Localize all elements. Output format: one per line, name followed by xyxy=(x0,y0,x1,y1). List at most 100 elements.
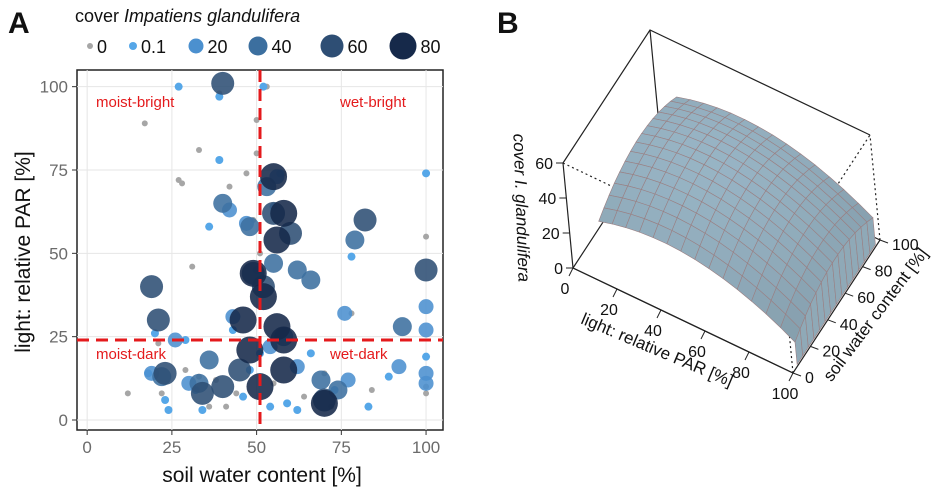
data-point xyxy=(293,406,302,414)
data-point xyxy=(243,170,250,177)
data-point xyxy=(414,258,438,282)
data-point xyxy=(141,120,148,127)
data-point xyxy=(270,199,298,227)
z3d-tick-label: 60 xyxy=(535,156,553,173)
data-point xyxy=(345,230,365,250)
legend: cover Impatiens glandulifera 0 0.1 20 40 60 8… xyxy=(75,6,441,60)
data-point xyxy=(264,253,284,273)
data-point xyxy=(229,306,257,334)
data-point xyxy=(206,403,213,410)
y3d-tick-mark xyxy=(810,345,819,350)
data-point xyxy=(353,208,377,232)
z3d-tick-label: 40 xyxy=(539,191,557,208)
legend-label: 0 xyxy=(97,37,107,57)
y-tick-label: 75 xyxy=(49,161,68,180)
data-point xyxy=(240,217,260,237)
data-point xyxy=(418,299,434,315)
data-point xyxy=(418,375,434,391)
reference-lines xyxy=(77,70,443,430)
data-point xyxy=(226,183,233,190)
data-point xyxy=(153,361,177,385)
x3d-tick-mark xyxy=(788,372,794,382)
surface-skirt xyxy=(866,217,876,254)
data-point xyxy=(179,180,186,187)
data-point xyxy=(164,406,173,414)
x3d-tick-mark xyxy=(744,351,750,361)
3d-surface xyxy=(598,96,876,366)
x3d-tick-label: 80 xyxy=(732,365,750,382)
data-point xyxy=(260,163,288,191)
data-point xyxy=(253,117,260,123)
z3d-tick-label: 0 xyxy=(554,261,563,278)
data-point xyxy=(140,275,164,299)
data-point xyxy=(124,390,131,397)
data-point xyxy=(228,358,252,382)
data-point xyxy=(182,367,189,373)
quadrant-label-moist-dark: moist-dark xyxy=(96,346,167,363)
data-point xyxy=(211,71,235,95)
data-point xyxy=(392,317,412,337)
panel-b-letter: B xyxy=(497,7,519,40)
quadrant-label-wet-bright: wet-bright xyxy=(339,94,407,111)
legend-key xyxy=(129,42,137,50)
data-point xyxy=(236,336,264,364)
legend-key xyxy=(87,43,93,49)
y3d-tick-mark xyxy=(879,239,889,244)
data-point xyxy=(161,396,170,404)
y3d-tick-label: 0 xyxy=(805,370,814,387)
data-point xyxy=(239,259,267,287)
data-point xyxy=(283,399,292,408)
x-tick-label: 25 xyxy=(162,438,181,457)
data-point xyxy=(158,390,165,397)
axis-ticks: 0 25 50 75 100 0 25 50 75 100 xyxy=(40,78,441,457)
y3d-tick-label: 80 xyxy=(875,264,893,281)
data-point xyxy=(391,359,407,375)
legend-key xyxy=(188,38,204,54)
x3d-tick-label: 100 xyxy=(772,386,799,403)
data-point xyxy=(266,402,275,411)
panel-a-letter: A xyxy=(8,7,30,40)
legend-title-prefix: cover xyxy=(75,6,119,26)
x-tick-label: 0 xyxy=(82,438,91,457)
data-point xyxy=(364,402,373,411)
y3d-tick-label: 100 xyxy=(892,237,919,254)
y-axis-title: light: relative PAR [%] xyxy=(12,151,35,353)
y-tick-label: 50 xyxy=(49,244,68,263)
legend-label: 20 xyxy=(208,37,228,57)
y3d-tick-label: 60 xyxy=(857,290,875,307)
data-point xyxy=(190,381,214,405)
legend-title: cover Impatiens glandulifera xyxy=(75,6,300,26)
data-point xyxy=(301,270,321,290)
legend-key xyxy=(248,36,268,56)
x3d-tick-label: 20 xyxy=(600,302,618,319)
data-point xyxy=(418,322,434,338)
quadrant-label-wet-dark: wet-dark xyxy=(329,346,388,363)
y3d-tick-mark xyxy=(862,266,871,271)
data-point xyxy=(337,305,353,321)
x3d-tick-mark xyxy=(568,267,574,277)
z3d-tick-label: 20 xyxy=(542,226,560,243)
x3d-tick-label: 40 xyxy=(644,323,662,340)
data-point xyxy=(422,352,431,361)
legend-label: 80 xyxy=(421,37,441,57)
data-point xyxy=(174,82,183,91)
legend-title-species: Impatiens glandulifera xyxy=(124,6,300,26)
legend-label: 0.1 xyxy=(141,37,166,57)
data-point xyxy=(215,156,224,164)
x3d-tick-mark xyxy=(612,288,618,298)
y-tick-label: 0 xyxy=(59,411,68,430)
data-point xyxy=(311,370,331,390)
data-point xyxy=(249,283,277,311)
x-tick-label: 75 xyxy=(332,438,351,457)
data-point xyxy=(270,356,298,384)
z-axis-title-text: cover I. glandulifera xyxy=(509,133,533,282)
x3d-tick-label: 0 xyxy=(561,281,570,298)
data-point xyxy=(199,350,219,370)
data-point xyxy=(347,252,356,261)
data-point xyxy=(239,392,248,401)
data-point xyxy=(259,82,268,91)
y3d-tick-mark xyxy=(827,319,836,324)
y3d-tick-mark xyxy=(845,292,854,297)
